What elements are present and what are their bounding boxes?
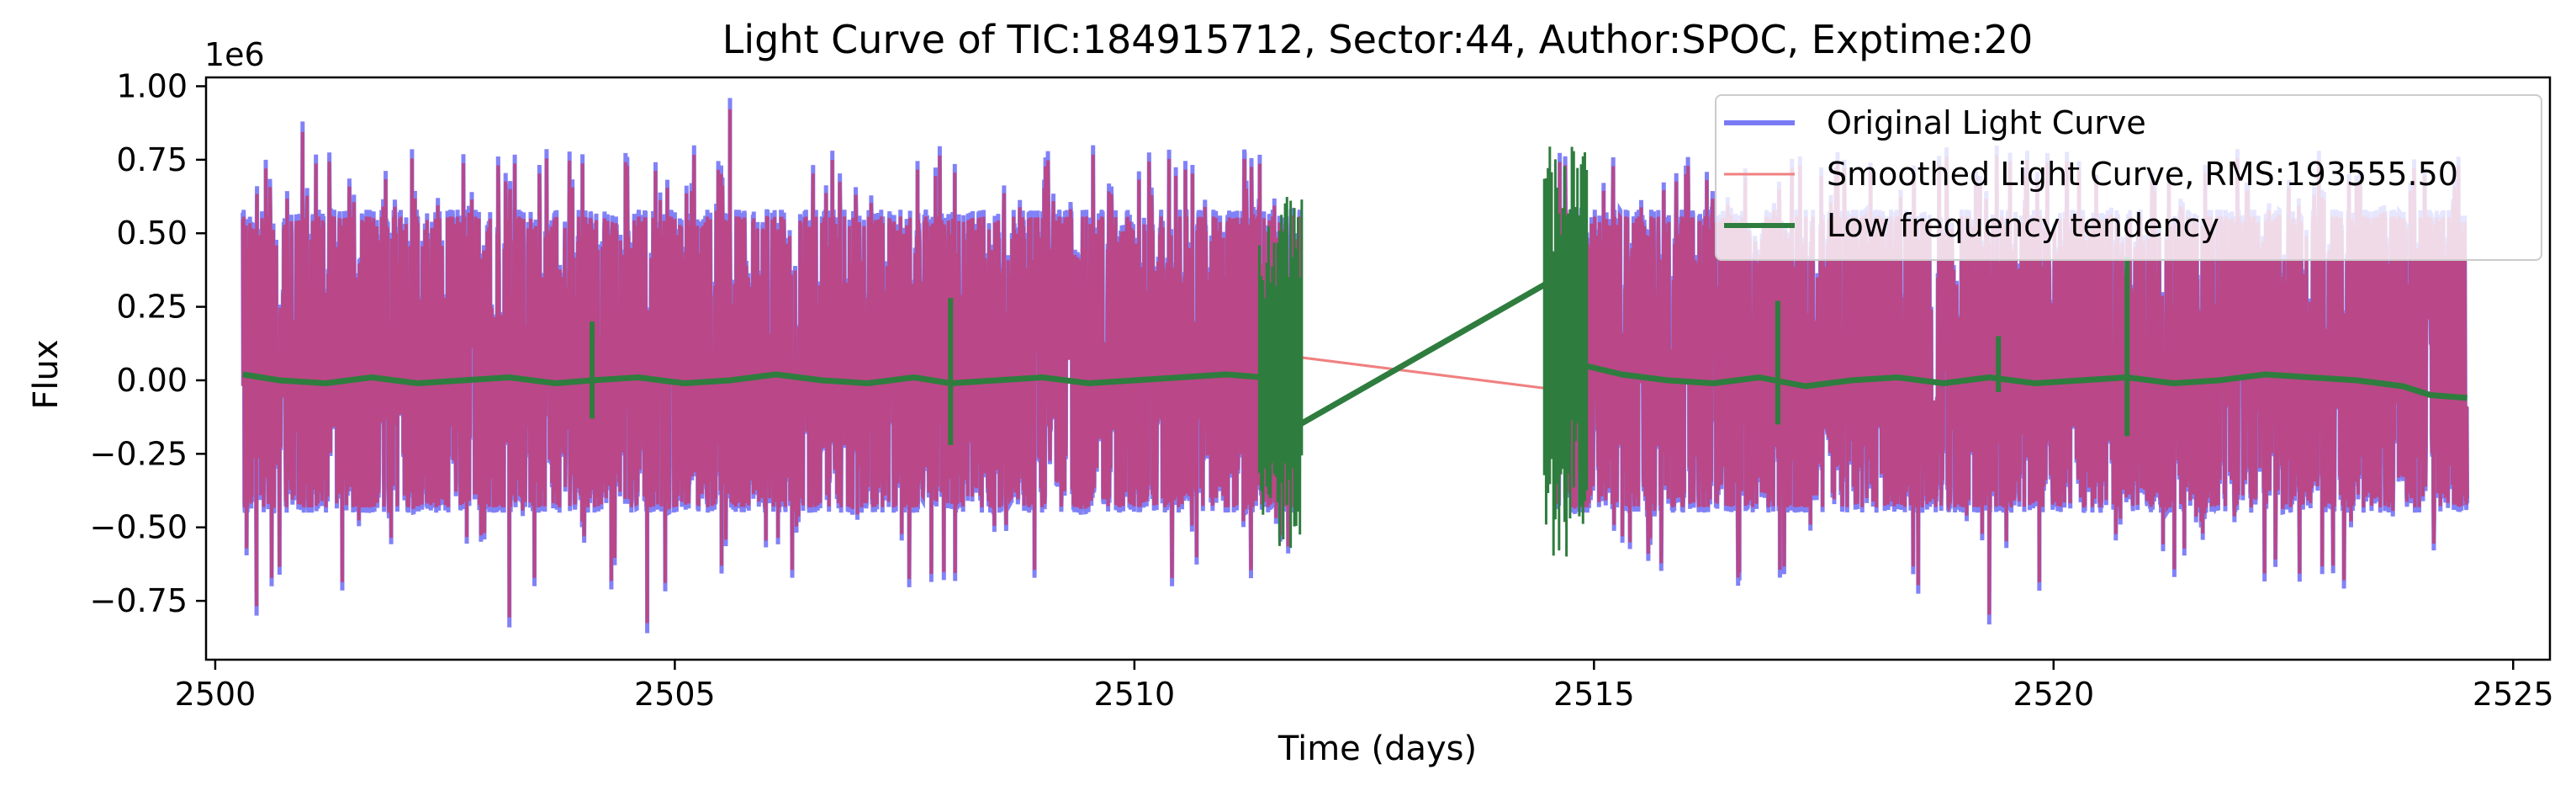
y-tick-label-1: 0.75 xyxy=(116,141,188,178)
legend-label-smoothed: Smoothed Light Curve, RMS:193555.50 xyxy=(1827,156,2458,193)
y-axis-label: Flux xyxy=(27,339,66,409)
y-tick-label-0: 1.00 xyxy=(116,67,188,104)
smoothed-curve-segment-0 xyxy=(241,109,1302,624)
x-tick-label-3: 2515 xyxy=(1553,676,1635,713)
y-tick-label-5: −0.25 xyxy=(90,435,188,472)
legend-label-original: Original Light Curve xyxy=(1827,104,2146,141)
x-tick-label-4: 2520 xyxy=(2013,676,2094,713)
y-tick-label-2: 0.50 xyxy=(116,215,188,252)
plot-area xyxy=(241,98,2470,634)
y-tick-label-3: 0.25 xyxy=(116,289,188,326)
legend-label-tendency: Low frequency tendency xyxy=(1827,207,2219,244)
axes: 2500 2505 2510 2515 2520 2525 1.00 0.75 0.50 0.25… xyxy=(90,67,2554,713)
y-axis-offset-text: 1e6 xyxy=(204,36,265,73)
x-tick-label-0: 2500 xyxy=(175,676,257,713)
legend-frame xyxy=(1715,94,2542,261)
axes-frame xyxy=(204,76,2552,661)
x-tick-label-5: 2525 xyxy=(2473,676,2554,713)
x-axis-label: Time (days) xyxy=(1277,730,1477,768)
legend: Original Light Curve Smoothed Light Curv… xyxy=(1715,94,2542,261)
y-tick-label-6: −0.50 xyxy=(90,509,188,546)
y-tick-label-7: −0.75 xyxy=(90,582,188,619)
y-tick-label-4: 0.00 xyxy=(116,362,188,399)
chart-title: Light Curve of TIC:184915712, Sector:44,… xyxy=(722,17,2034,62)
x-tick-label-2: 2510 xyxy=(1094,676,1176,713)
smoothed-gap-line xyxy=(1272,353,1576,394)
x-tick-label-1: 2505 xyxy=(634,676,716,713)
